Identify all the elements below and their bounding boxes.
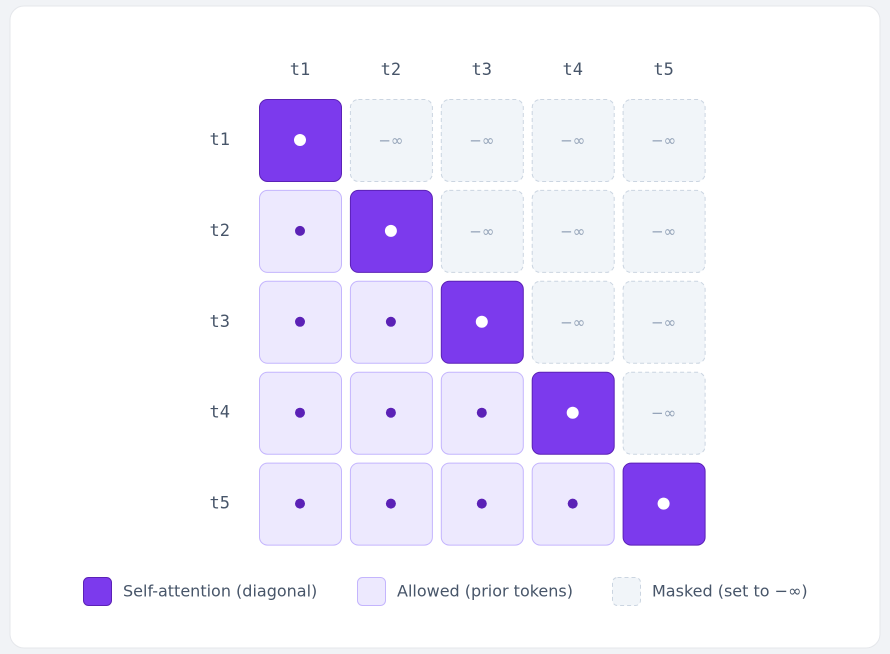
legend-swatch: [357, 577, 386, 606]
masked-value: −∞: [651, 222, 676, 240]
legend-swatch: [612, 577, 641, 606]
row-label: t3: [210, 312, 230, 332]
row-label: t5: [210, 494, 230, 514]
masked-value: −∞: [560, 132, 585, 150]
column-label: t4: [562, 60, 582, 80]
column-label: t2: [381, 60, 401, 80]
legend-label: Allowed (prior tokens): [397, 582, 573, 601]
masked-value: −∞: [469, 222, 494, 240]
attention-dot: [384, 224, 397, 237]
attention-dot: [295, 316, 305, 327]
cell-masked: [531, 280, 615, 364]
attention-dot: [476, 498, 487, 509]
cell-masked: [622, 99, 706, 182]
legend-label: Masked (set to −∞): [652, 582, 808, 601]
legend-swatch: [83, 577, 112, 606]
attention-dot: [295, 407, 305, 418]
masked-value: −∞: [651, 132, 676, 150]
attention-dot: [385, 316, 396, 327]
mask-grid: t1 t2 t3 t4 t5 t1 −∞ −∞ −∞ −∞ t2 −∞ −∞ −∞ t3 −∞ −∞ t4 −∞ t5: [210, 60, 706, 546]
attention-dot: [385, 407, 396, 418]
attention-dot: [657, 497, 670, 510]
column-label: t1: [290, 60, 310, 80]
cell-masked: [440, 189, 524, 273]
attention-dot: [385, 498, 396, 509]
legend: Self-attention (diagonal) Allowed (prior …: [83, 577, 808, 606]
cell-masked: [349, 99, 433, 182]
row-label: t1: [210, 130, 230, 150]
cell-masked: [622, 189, 706, 273]
cell-masked: [531, 99, 615, 182]
masked-value: −∞: [560, 222, 585, 240]
masked-value: −∞: [469, 132, 494, 150]
cell-masked: [531, 189, 615, 273]
attention-dot: [476, 407, 487, 418]
attention-dot: [567, 498, 578, 509]
column-label: t5: [653, 60, 673, 80]
cell-masked: [622, 371, 706, 455]
masked-value: −∞: [651, 404, 676, 422]
attention-dot: [566, 406, 579, 419]
masked-value: −∞: [378, 132, 403, 150]
attention-dot: [294, 134, 306, 146]
cell-masked: [440, 99, 524, 182]
attention-dot: [475, 315, 488, 328]
column-label: t3: [472, 60, 492, 80]
attention-dot: [295, 498, 305, 509]
masked-value: −∞: [651, 313, 676, 331]
cell-masked: [622, 280, 706, 364]
row-label: t4: [210, 403, 230, 423]
row-label: t2: [210, 221, 230, 241]
attention-dot: [295, 225, 305, 236]
masked-value: −∞: [560, 313, 585, 331]
legend-label: Self-attention (diagonal): [123, 582, 317, 601]
